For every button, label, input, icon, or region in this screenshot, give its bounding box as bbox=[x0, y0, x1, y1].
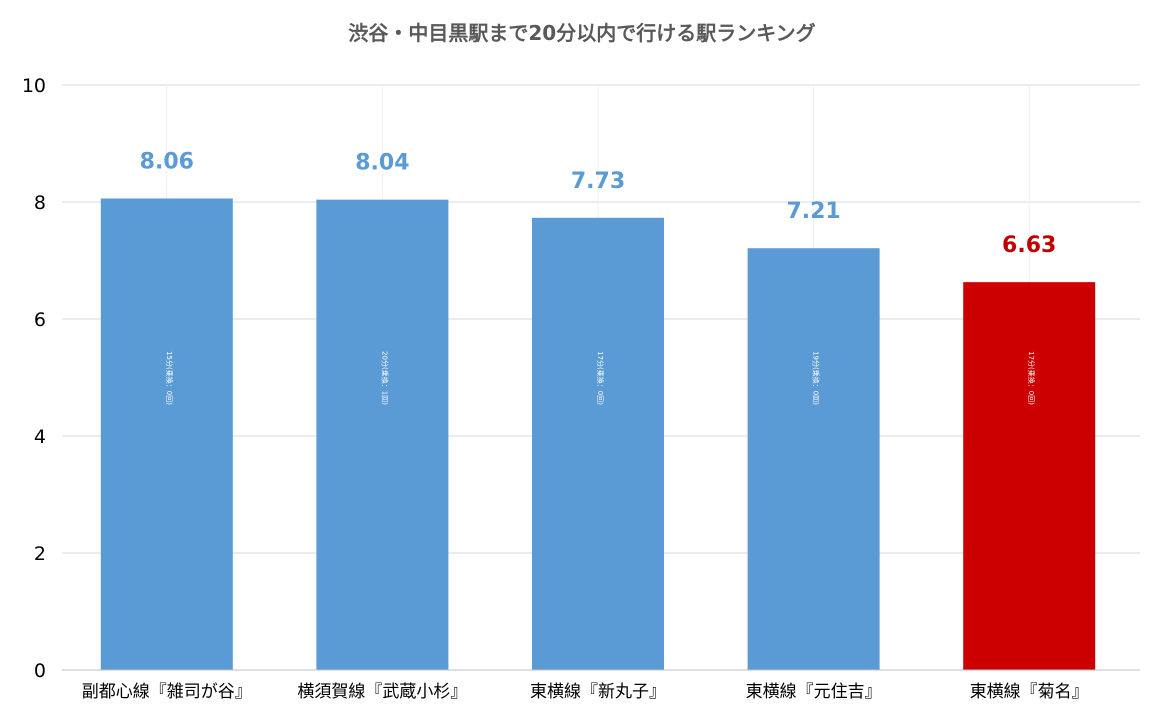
y-tick-label: 6 bbox=[34, 309, 46, 331]
bar-inner-label: 17分(乗換：0回) bbox=[1027, 351, 1036, 405]
data-label: 7.21 bbox=[786, 199, 840, 224]
y-tick-label: 10 bbox=[22, 75, 46, 97]
y-axis-ticks: 0 2 4 6 8 10 bbox=[22, 75, 46, 682]
x-tick-label: 副都心線『雑司が谷』 bbox=[82, 682, 252, 702]
x-tick-label: 東横線『新丸子』 bbox=[530, 682, 666, 702]
data-label: 8.06 bbox=[140, 149, 194, 174]
x-tick-label: 横須賀線『武蔵小杉』 bbox=[297, 682, 467, 702]
bar-inner-label: 19分(乗換：0回) bbox=[812, 351, 821, 405]
y-tick-label: 8 bbox=[34, 192, 46, 214]
bar-inner-labels: 15分(乗換：0回) 20分(乗換：1回) 17分(乗換：0回) 19分(乗換：0回)… bbox=[165, 351, 1036, 405]
data-label: 7.73 bbox=[571, 169, 625, 194]
x-tick-label: 東横線『菊名』 bbox=[970, 682, 1089, 702]
data-label: 8.04 bbox=[355, 151, 409, 176]
bar-inner-label: 20分(乗換：1回) bbox=[380, 351, 389, 405]
x-axis-ticks: 副都心線『雑司が谷』 横須賀線『武蔵小杉』 東横線『新丸子』 東横線『元住吉』 東横線『… bbox=[82, 682, 1089, 702]
bar bbox=[316, 199, 449, 670]
y-tick-label: 4 bbox=[34, 426, 46, 448]
bar bbox=[532, 217, 664, 671]
y-tick-label: 0 bbox=[34, 660, 46, 682]
x-tick-label: 東横線『元住吉』 bbox=[746, 682, 882, 702]
bars bbox=[100, 198, 1096, 671]
bar-inner-label: 15分(乗換：0回) bbox=[165, 351, 174, 405]
y-tick-label: 2 bbox=[34, 543, 46, 565]
data-labels: 8.06 8.04 7.73 7.21 6.63 bbox=[140, 149, 1057, 258]
data-label: 6.63 bbox=[1002, 233, 1056, 258]
bar-inner-label: 17分(乗換：0回) bbox=[596, 351, 605, 405]
chart-title: 渋谷・中目黒駅まで20分以内で行ける駅ランキング bbox=[348, 21, 815, 45]
bar bbox=[100, 198, 233, 671]
bar bbox=[963, 282, 1096, 670]
bar bbox=[747, 248, 880, 670]
